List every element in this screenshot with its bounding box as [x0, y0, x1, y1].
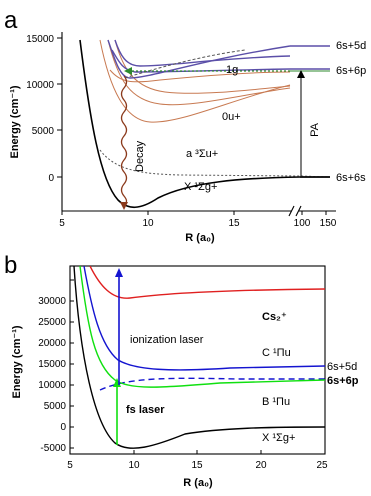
panel-b-C-curve: [83, 266, 325, 371]
panel-b-label-fs: fs laser: [126, 404, 165, 416]
panel-a-asymptote-6s6s: 6s+6s: [336, 172, 366, 184]
panel-a: a 0 5000 10000 15000 5 10 15 10: [4, 7, 366, 244]
panel-a-x-label: R (a₀): [185, 232, 215, 244]
panel-b-label-X-state: X ¹Σg+: [262, 432, 295, 444]
panel-a-label-1g: 1g: [226, 64, 238, 76]
panel-a-x-ticks: 5 10 15 100 150: [59, 211, 337, 229]
panel-b-asymptote-6s6p: 6s+6p: [327, 375, 359, 387]
panel-b-ytick-neg5000: -5000: [40, 443, 66, 454]
panel-a-axis-break-1: [288, 205, 295, 217]
panel-a-ytick-10000: 10000: [26, 80, 54, 91]
panel-b-X-curve: [73, 266, 325, 449]
panel-b-ytick-0: 0: [60, 422, 66, 433]
panel-a-decay-arrow-head: [120, 202, 128, 210]
panel-a-pa-arrow-head: [297, 70, 305, 78]
panel-a-y-ticks: 0 5000 10000 15000: [26, 34, 62, 184]
panel-b-x-ticks: 5 10 15 20 25: [67, 450, 328, 471]
panel-a-label-decay: Decay: [134, 140, 146, 172]
panel-b-ytick-20000: 20000: [38, 338, 66, 349]
panel-b: b -5000 0 5000 10000 15000 20000 25000 3…: [4, 252, 359, 489]
panel-a-ytick-5000: 5000: [32, 126, 55, 137]
panel-b-ytick-5000: 5000: [44, 401, 67, 412]
panel-b-ytick-10000: 10000: [38, 380, 66, 391]
panel-a-label-0u: 0u+: [222, 111, 241, 123]
panel-b-ytick-25000: 25000: [38, 317, 66, 328]
panel-a-label-X-state: X ¹Σg+: [184, 181, 217, 193]
panel-b-label-cs2: Cs₂⁺: [262, 311, 287, 323]
panel-b-B-curve: [79, 266, 325, 388]
panel-a-xtick-150: 150: [320, 218, 337, 229]
panel-b-xtick-5: 5: [67, 460, 73, 471]
panel-a-ytick-15000: 15000: [26, 34, 54, 45]
panel-b-dashed-curve: [99, 377, 325, 391]
panel-b-cs2-curve: [89, 266, 325, 299]
panel-a-asymptote-6s5d: 6s+5d: [336, 40, 366, 52]
panel-b-y-label: Energy (cm⁻¹): [11, 325, 23, 398]
panel-b-axes-frame: [69, 265, 326, 455]
panel-b-ionization-laser-arrow-head: [115, 268, 123, 277]
panel-a-X-ground-curve: [79, 39, 330, 209]
panel-a-xtick-10: 10: [142, 218, 154, 229]
panel-a-axis-break-2: [295, 205, 302, 217]
panel-a-label-pa: PA: [309, 122, 321, 137]
panel-a-decay-wave: [120, 75, 128, 205]
panel-b-x-label: R (a₀): [183, 477, 213, 489]
panel-a-ytick-0: 0: [48, 173, 54, 184]
panel-b-xtick-20: 20: [255, 460, 267, 471]
panel-a-asymptote-lines: [290, 45, 330, 178]
panel-a-xtick-100: 100: [294, 218, 311, 229]
panel-b-letter: b: [4, 252, 17, 279]
panel-b-asymptote-6s5d: 6s+5d: [327, 361, 357, 373]
panel-a-xtick-15: 15: [228, 218, 240, 229]
panel-b-label-B-state: B ¹Πu: [262, 396, 290, 408]
panel-a-1g-dashed-curve: [124, 49, 246, 79]
panel-b-xtick-10: 10: [128, 460, 140, 471]
panel-a-y-label: Energy (cm⁻¹): [9, 85, 21, 158]
panel-a-label-a-state: a ³Σu+: [186, 148, 218, 160]
panel-b-y-ticks: -5000 0 5000 10000 15000 20000 25000 300…: [38, 279, 74, 454]
panel-a-asymptote-6s6p: 6s+6p: [336, 65, 366, 77]
panel-b-label-ionization: ionization laser: [130, 334, 204, 346]
panel-b-label-C-state: C ¹Πu: [262, 347, 291, 359]
panel-b-ytick-15000: 15000: [38, 359, 66, 370]
panel-a-letter: a: [4, 7, 18, 34]
panel-a-pa-green-arrow-head: [124, 67, 132, 75]
panel-b-xtick-15: 15: [191, 460, 203, 471]
panel-a-purple-curves: [107, 39, 291, 79]
panel-a-xtick-5: 5: [59, 218, 65, 229]
panel-a-0u-curves: [99, 39, 291, 123]
panel-b-xtick-25: 25: [316, 460, 328, 471]
panel-a-a-triplet-curve: [99, 149, 331, 178]
panel-b-ytick-30000: 30000: [38, 296, 66, 307]
